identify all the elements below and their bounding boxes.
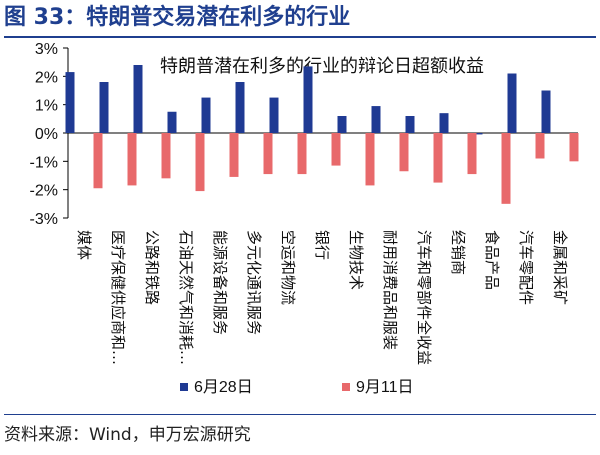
category-label: 汽车零配件 <box>517 230 535 305</box>
bar-series-2 <box>501 133 511 204</box>
bar-series-2 <box>569 133 579 162</box>
y-tick-label: 2% <box>35 69 58 86</box>
category-label: 能源设备和服务 <box>211 230 229 335</box>
bar-series-2 <box>297 133 307 175</box>
category-label: 经销商 <box>449 230 467 275</box>
bar-series-2 <box>535 133 545 159</box>
bar-series-2 <box>263 133 273 175</box>
category-label: 空运和物流 <box>279 230 297 305</box>
title-divider <box>4 36 596 38</box>
category-label: 金属和采矿 <box>551 230 569 305</box>
figure-title: 图 33：特朗普交易潜在利多的行业 <box>4 5 351 30</box>
bar-series-2 <box>127 133 137 186</box>
source-divider <box>4 414 596 415</box>
bar-series-1 <box>439 113 449 133</box>
chart-title: 特朗普潜在利多的行业的辩论日超额收益 <box>160 56 484 77</box>
category-label: 多元化通讯服务 <box>245 230 263 335</box>
bar-series-2 <box>229 133 239 177</box>
bar-series-1 <box>337 116 347 133</box>
bar-series-2 <box>433 133 443 183</box>
bar-series-1 <box>65 72 75 133</box>
bars <box>65 65 579 204</box>
bar-series-2 <box>399 133 409 172</box>
bar-series-1 <box>541 90 551 133</box>
y-tick-label: -3% <box>30 211 58 228</box>
y-tick-label: 0% <box>35 126 58 143</box>
bar-series-2 <box>161 133 171 179</box>
bar-series-2 <box>365 133 375 186</box>
bar-series-1 <box>235 82 245 133</box>
category-label: 石油天然气和消耗… <box>177 230 195 365</box>
legend-label: 6月28日 <box>194 379 253 396</box>
bar-series-1 <box>201 97 211 133</box>
legend-label: 9月11日 <box>356 379 414 396</box>
bar-series-1 <box>133 65 143 133</box>
category-label: 医疗保健供应商和… <box>109 230 127 365</box>
y-tick-label: -1% <box>30 154 58 171</box>
legend: 6月28日 9月11日 <box>180 379 414 396</box>
bar-series-2 <box>93 133 103 189</box>
bar-series-1 <box>167 111 177 133</box>
legend-swatch <box>180 383 188 391</box>
bar-series-1 <box>405 116 415 133</box>
category-label: 汽车和零部件全收益 <box>415 230 433 365</box>
y-tick-label: 3% <box>35 41 58 58</box>
bar-series-1 <box>371 106 381 133</box>
bar-series-1 <box>473 133 483 135</box>
source-note: 资料来源：Wind，申万宏源研究 <box>4 425 251 445</box>
category-label: 银行 <box>313 230 331 260</box>
bar-series-2 <box>467 133 477 175</box>
category-label: 媒体 <box>75 230 93 260</box>
category-label: 生物技术 <box>347 230 365 290</box>
category-label: 耐用消费品和服装 <box>381 230 399 350</box>
bar-series-1 <box>303 66 313 133</box>
bar-series-1 <box>507 73 517 133</box>
y-tick-label: -2% <box>30 183 58 200</box>
bar-series-1 <box>269 97 279 133</box>
y-tick-label: 1% <box>35 98 58 115</box>
bar-series-1 <box>99 82 109 133</box>
bar-series-2 <box>331 133 341 166</box>
bar-series-2 <box>195 133 205 192</box>
category-label: 食品产品 <box>483 230 501 290</box>
legend-swatch <box>342 383 350 391</box>
y-axis: 3% 2% 1% 0% -1% -2% -3% <box>30 41 578 228</box>
category-labels: 媒体 医疗保健供应商和… 公路和铁路 石油天然气和消耗… 能源设备和服务 多元化通讯服务空… <box>75 230 569 365</box>
category-label: 公路和铁路 <box>143 230 161 305</box>
